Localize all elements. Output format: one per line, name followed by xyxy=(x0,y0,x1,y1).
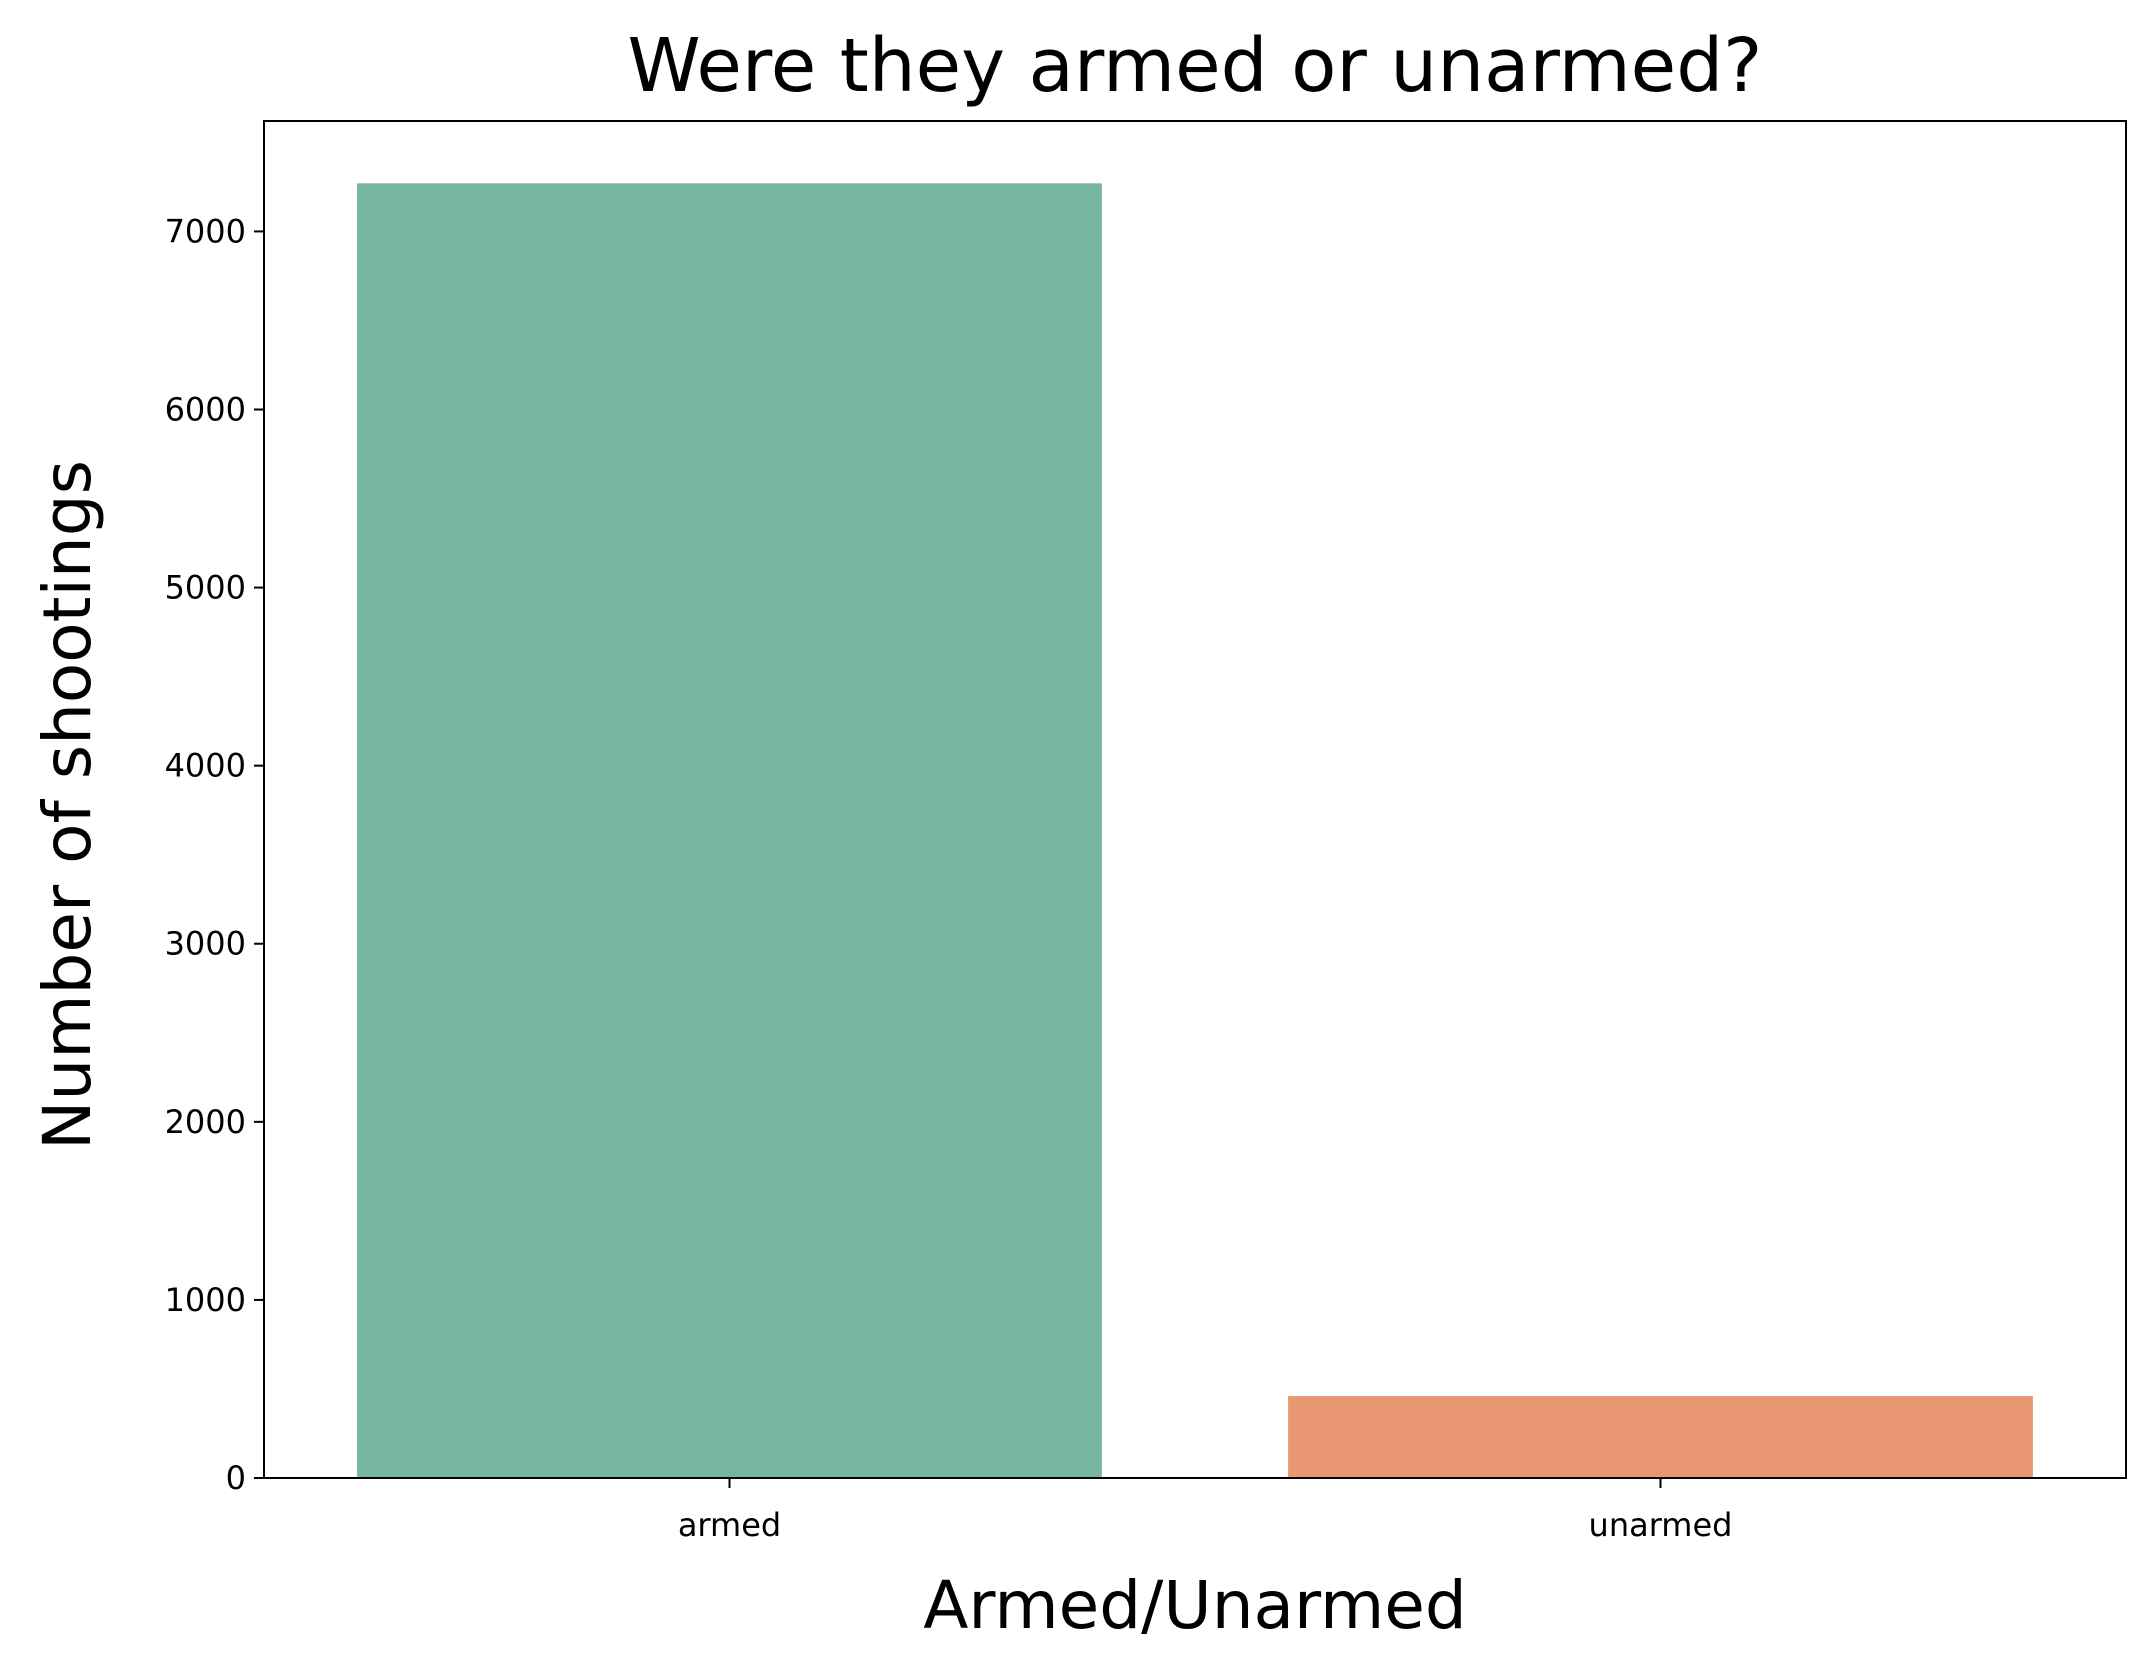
y-axis: 0 1000 2000 3000 4000 5000 6000 7000 xyxy=(165,212,264,1497)
axes-spines xyxy=(263,120,2127,1479)
plot-frame xyxy=(263,120,2127,1479)
y-tick-label: 2000 xyxy=(165,1103,246,1141)
y-tick-label: 5000 xyxy=(165,569,246,607)
x-tick-label-armed: armed xyxy=(678,1506,781,1544)
x-axis-title: Armed/Unarmed xyxy=(923,1567,1467,1644)
y-tick-label: 7000 xyxy=(165,212,246,250)
x-axis: armed unarmed xyxy=(678,1478,1733,1544)
bar-armed xyxy=(357,183,1102,1479)
y-tick-label: 1000 xyxy=(165,1281,246,1319)
y-tick-label: 6000 xyxy=(165,390,246,428)
chart-title: Were they armed or unarmed? xyxy=(628,23,1763,109)
y-axis-title: Number of shootings xyxy=(29,460,106,1150)
bar-unarmed xyxy=(1288,1396,2033,1478)
bars-group xyxy=(357,183,2033,1479)
x-tick-label-unarmed: unarmed xyxy=(1589,1506,1733,1544)
y-tick-label: 0 xyxy=(226,1459,246,1497)
y-tick-label: 4000 xyxy=(165,747,246,785)
y-tick-label: 3000 xyxy=(165,925,246,963)
